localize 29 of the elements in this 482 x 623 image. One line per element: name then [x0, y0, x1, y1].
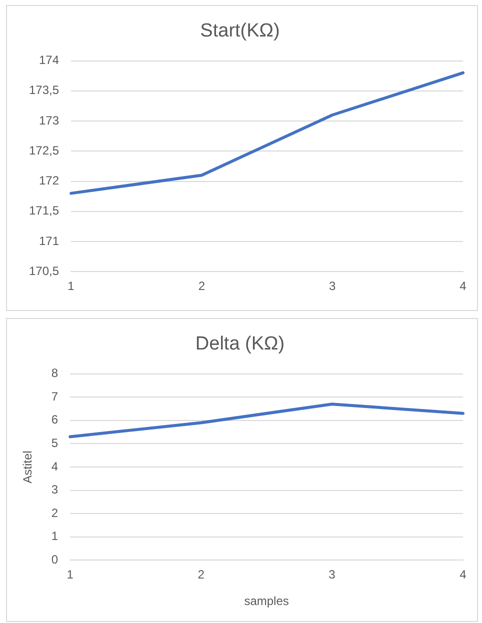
y-tick-label: 4 [51, 459, 58, 474]
y-tick-label: 2 [51, 506, 58, 520]
y-tick-label: 172 [39, 174, 60, 188]
x-tick-label: 3 [329, 279, 336, 294]
y-axis-title: Astitel [20, 450, 35, 484]
x-axis-title: samples [244, 594, 289, 608]
y-tick-label: 7 [51, 389, 58, 404]
x-tick-label: 3 [328, 568, 336, 582]
y-tick-label: 170,5 [29, 264, 60, 278]
y-tick-label: 173,5 [29, 83, 60, 98]
y-tick-label: 3 [51, 482, 58, 497]
y-tick-label: 174 [39, 53, 60, 68]
y-tick-label: 6 [51, 412, 58, 427]
x-tick-label: 2 [198, 279, 206, 294]
x-tick-label: 1 [66, 568, 74, 582]
y-tick-label: 8 [51, 366, 58, 380]
y-tick-label: 171 [39, 234, 60, 248]
y-tick-label: 1 [51, 529, 58, 544]
y-tick-label: 173 [39, 113, 60, 128]
y-tick-label: 171,5 [29, 204, 60, 218]
x-tick-label: 1 [68, 279, 75, 294]
x-tick-label: 4 [460, 279, 467, 294]
y-tick-label: 5 [51, 436, 58, 450]
x-tick-label: 2 [198, 568, 205, 582]
y-tick-label: 0 [51, 552, 58, 567]
x-tick-label: 4 [460, 568, 467, 582]
chart-title: Delta (KΩ) [195, 334, 285, 355]
y-tick-label: 172,5 [29, 143, 60, 158]
chart-title: Start(KΩ) [200, 20, 280, 42]
